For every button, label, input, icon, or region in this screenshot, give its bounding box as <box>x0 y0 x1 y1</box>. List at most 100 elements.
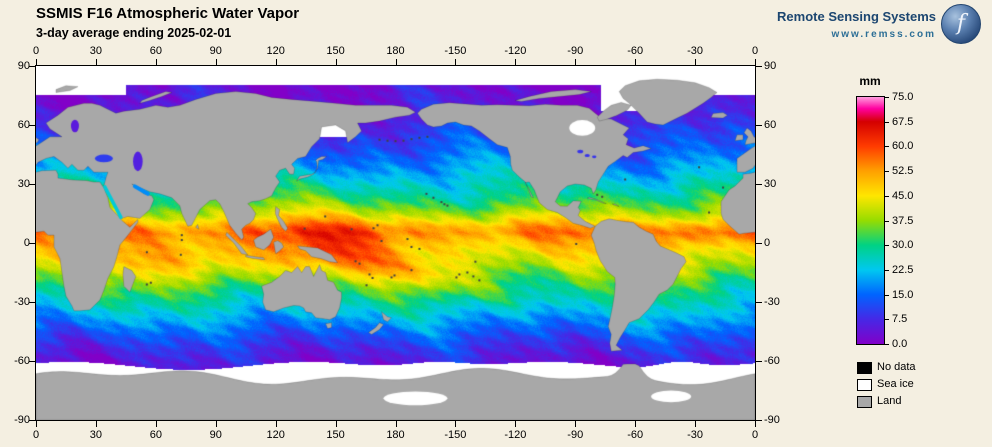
lon-tick-top <box>755 59 756 65</box>
lon-tick-top <box>635 59 637 65</box>
lon-tick-top <box>275 59 277 65</box>
lon-tick-top <box>335 59 337 65</box>
colorbar-tick-label: 0.0 <box>892 338 908 350</box>
lon-label-bottom: -120 <box>504 429 527 441</box>
lon-tick-bottom <box>515 421 517 427</box>
lat-label-right: -60 <box>764 355 780 367</box>
lon-tick-bottom <box>335 421 337 427</box>
lon-label-bottom: -90 <box>567 429 584 441</box>
lat-tick-right <box>756 125 762 126</box>
lon-label-top: -120 <box>504 45 527 57</box>
lat-tick-left <box>29 125 35 126</box>
colorbar-tick <box>885 97 889 98</box>
colorbar-tick <box>885 146 889 148</box>
page-title: SSMIS F16 Atmospheric Water Vapor <box>36 5 300 22</box>
lat-tick-right <box>756 184 762 185</box>
colorbar-tick <box>885 294 889 296</box>
lon-tick-bottom <box>755 421 756 427</box>
lat-tick-left <box>29 361 35 362</box>
lat-label-left: 90 <box>17 60 30 72</box>
colorbar-tick <box>885 245 889 247</box>
lat-tick-right <box>756 302 762 303</box>
lon-label-top: 150 <box>326 45 345 57</box>
lon-label-top: -150 <box>444 45 467 57</box>
lon-label-bottom: 60 <box>149 429 162 441</box>
colorbar-tick-label: 7.5 <box>892 313 908 326</box>
lon-tick-top <box>455 59 457 65</box>
lon-tick-bottom <box>95 421 97 427</box>
legend-swatch-sea-ice <box>857 379 872 391</box>
colorbar-tick-label: 45.0 <box>892 189 914 202</box>
lon-label-bottom: -30 <box>687 429 704 441</box>
remss-globe-logo[interactable]: f <box>941 4 981 44</box>
lon-tick-bottom <box>695 421 697 427</box>
lon-label-bottom: -150 <box>444 429 467 441</box>
lat-label-left: 30 <box>17 178 30 190</box>
lon-label-bottom: 0 <box>32 429 40 441</box>
legend-label: Land <box>877 395 902 407</box>
lat-tick-left <box>29 243 35 244</box>
colorbar-tick-label: 15.0 <box>892 288 914 301</box>
brand-name: Remote Sensing Systems <box>777 9 936 24</box>
colorbar-tick-label: 37.5 <box>892 214 914 227</box>
lon-tick-bottom <box>155 421 157 427</box>
lat-label-left: -30 <box>14 296 30 308</box>
lat-tick-left <box>29 66 35 67</box>
lon-tick-bottom <box>36 421 37 427</box>
lat-label-right: -30 <box>764 296 780 308</box>
lat-tick-right <box>756 420 762 421</box>
lon-label-top: 0 <box>32 45 40 57</box>
lon-tick-top <box>395 59 397 65</box>
lon-label-top: 60 <box>149 45 162 57</box>
lon-label-top: 0 <box>751 45 759 57</box>
lat-tick-right <box>756 66 762 67</box>
colorbar-unit-label: mm <box>859 74 881 88</box>
lon-tick-top <box>155 59 157 65</box>
colorbar-tick-label: 75.0 <box>892 91 914 103</box>
lon-label-bottom: 150 <box>326 429 345 441</box>
lat-tick-right <box>756 361 762 362</box>
lat-label-right: 30 <box>764 178 777 190</box>
brand-website-link[interactable]: www.remss.com <box>831 29 936 40</box>
lon-tick-bottom <box>275 421 277 427</box>
logo-monogram: f <box>956 11 966 36</box>
lon-label-bottom: 0 <box>751 429 759 441</box>
lon-label-top: 30 <box>89 45 103 57</box>
lon-tick-top <box>515 59 517 65</box>
colorbar-tick <box>885 344 889 345</box>
lon-label-bottom: -60 <box>627 429 644 441</box>
lat-label-right: 0 <box>764 237 771 249</box>
lat-tick-left <box>29 184 35 185</box>
lon-label-bottom: 180 <box>386 429 405 441</box>
colorbar-tick-label: 22.5 <box>892 263 914 276</box>
colorbar-tick <box>885 220 889 222</box>
lat-label-left: 60 <box>17 119 30 131</box>
lon-tick-top <box>95 59 97 65</box>
legend-swatch-land <box>857 396 872 408</box>
colorbar-tick-label: 30.0 <box>892 239 914 252</box>
lon-tick-bottom <box>395 421 397 427</box>
lon-label-top: -30 <box>687 45 704 57</box>
colorbar-tick-label: 60.0 <box>892 140 914 153</box>
lat-tick-left <box>29 302 35 303</box>
lon-label-top: 120 <box>266 45 285 57</box>
colorbar-tick <box>885 319 889 321</box>
legend-swatch-no-data <box>857 362 872 374</box>
legend-label: Sea ice <box>877 378 914 390</box>
page-subtitle: 3-day average ending 2025-02-01 <box>36 26 232 40</box>
lon-label-top: -60 <box>627 45 644 57</box>
lon-label-top: 180 <box>386 45 405 57</box>
lon-label-top: -90 <box>567 45 584 57</box>
legend-label: No data <box>877 361 916 373</box>
colorbar-tick-label: 52.5 <box>892 165 914 178</box>
lon-tick-bottom <box>575 421 577 427</box>
world-map-canvas <box>36 66 755 420</box>
lat-label-right: 60 <box>764 119 777 131</box>
lon-tick-top <box>215 59 217 65</box>
lon-tick-top <box>695 59 697 65</box>
colorbar-tick <box>885 195 889 197</box>
lat-label-left: 0 <box>23 237 30 249</box>
lon-tick-bottom <box>635 421 637 427</box>
lat-tick-left <box>29 420 35 421</box>
